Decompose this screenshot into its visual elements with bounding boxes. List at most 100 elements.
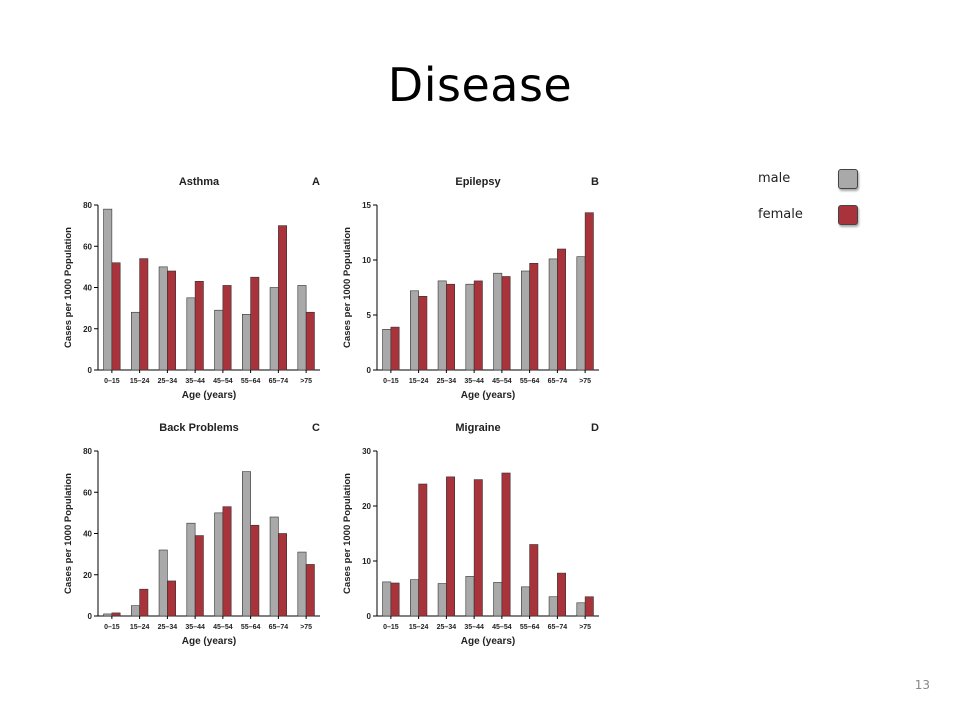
bar-female xyxy=(139,588,149,617)
bar-male xyxy=(548,596,558,617)
x-tick-label: 15–24 xyxy=(409,624,429,631)
x-tick-label: 15–24 xyxy=(130,624,150,631)
chart-panel-c: Back Problems C 0 20 40 60 80 Cases per 1000 Po… xyxy=(58,411,338,651)
x-tick-label: 55–64 xyxy=(241,378,261,385)
x-tick-label: 0–15 xyxy=(383,624,399,631)
bar-female xyxy=(194,281,204,371)
chart-title: Epilepsy xyxy=(455,176,501,188)
bar-male xyxy=(103,613,113,617)
legend-swatch-male xyxy=(838,169,858,189)
chart-panel-letter: A xyxy=(312,176,320,188)
bar-female xyxy=(222,285,232,371)
y-tick-label: 40 xyxy=(83,530,92,539)
bar-female xyxy=(278,225,287,371)
bar-female xyxy=(584,212,594,371)
bar-female xyxy=(501,276,511,371)
y-tick-label: 20 xyxy=(83,325,92,334)
bar-male xyxy=(186,297,196,371)
y-tick-label: 0 xyxy=(367,612,372,621)
x-tick-label: 35–44 xyxy=(464,378,484,385)
x-tick-label: 0–15 xyxy=(104,624,120,631)
bar-male xyxy=(410,290,419,371)
bar-female xyxy=(584,596,594,617)
bar-male xyxy=(158,266,168,371)
x-tick-label: 25–34 xyxy=(158,378,178,385)
y-axis-label: Cases per 1000 Population xyxy=(63,227,74,348)
bar-female xyxy=(557,572,566,617)
y-tick-label: 60 xyxy=(83,242,92,251)
bar-female xyxy=(139,258,149,371)
x-tick-label: 25–34 xyxy=(437,624,457,631)
bar-male xyxy=(297,551,307,617)
x-tick-label: 25–34 xyxy=(158,624,178,631)
bar-female xyxy=(111,262,121,371)
bar-male xyxy=(242,314,251,371)
bar-male xyxy=(382,581,392,617)
epilepsy-chart: Epilepsy B 0 5 10 15 Cases per 1000 Population… xyxy=(342,176,599,401)
bar-male xyxy=(269,516,279,617)
bar-male xyxy=(465,576,475,617)
legend-item-female: female xyxy=(752,204,872,228)
bar-male xyxy=(548,258,558,371)
bar-male xyxy=(297,285,307,371)
bar-male xyxy=(576,256,586,371)
bar-female xyxy=(418,296,428,371)
legend-label-female: female xyxy=(758,207,803,222)
bar-male xyxy=(465,283,475,371)
x-axis-label: Age (years) xyxy=(461,636,515,647)
x-tick-label: 65–74 xyxy=(269,378,289,385)
bar-female xyxy=(501,472,511,617)
bar-female xyxy=(390,326,400,371)
x-tick-label: 35–44 xyxy=(185,624,205,631)
bar-male xyxy=(410,579,419,617)
y-tick-label: 40 xyxy=(83,284,92,293)
bar-female xyxy=(390,582,400,617)
bar-female xyxy=(418,483,428,617)
bar-female xyxy=(194,535,204,617)
x-tick-label: >75 xyxy=(579,378,591,385)
x-tick-label: >75 xyxy=(579,624,591,631)
x-tick-label: 45–54 xyxy=(492,378,512,385)
y-tick-label: 0 xyxy=(88,612,93,621)
chart-panel-letter: C xyxy=(312,422,320,434)
x-tick-label: 55–64 xyxy=(520,378,540,385)
y-tick-label: 0 xyxy=(88,366,93,375)
chart-panel-a: Asthma A 0 20 40 60 80 Cases per 1000 Populatio… xyxy=(58,165,338,405)
bar-female xyxy=(473,479,483,617)
chart-panel-d: Migraine D 0 10 20 30 Cases per 1000 Populatio… xyxy=(337,411,617,651)
y-tick-label: 10 xyxy=(362,557,371,566)
x-tick-label: 0–15 xyxy=(383,378,399,385)
bar-female xyxy=(446,476,455,617)
y-tick-label: 0 xyxy=(367,366,372,375)
bar-male xyxy=(521,586,530,617)
page-number: 13 xyxy=(914,678,930,692)
bar-female xyxy=(222,506,232,617)
x-tick-label: 65–74 xyxy=(548,378,568,385)
bar-female xyxy=(446,283,455,371)
bar-female xyxy=(473,280,483,371)
x-tick-label: 45–54 xyxy=(492,624,512,631)
x-tick-label: 65–74 xyxy=(269,624,289,631)
bar-male xyxy=(186,522,196,617)
bar-female xyxy=(111,612,121,617)
y-axis-label: Cases per 1000 Population xyxy=(342,473,353,594)
bar-male xyxy=(576,602,586,617)
chart-title: Asthma xyxy=(179,176,220,188)
bar-female xyxy=(250,276,260,371)
bar-male xyxy=(131,311,140,371)
y-tick-label: 15 xyxy=(362,201,371,210)
legend-swatch-female xyxy=(838,205,858,225)
bar-male xyxy=(269,287,279,371)
chart-title: Back Problems xyxy=(159,422,238,434)
x-tick-label: 35–44 xyxy=(185,378,205,385)
back-problems-chart: Back Problems C 0 20 40 60 80 Cases per 1000 Po… xyxy=(63,422,320,647)
chart-title: Migraine xyxy=(455,422,500,434)
x-tick-label: 65–74 xyxy=(548,624,568,631)
chart-panel-b: Epilepsy B 0 5 10 15 Cases per 1000 Population… xyxy=(337,165,617,405)
x-tick-label: 15–24 xyxy=(130,378,150,385)
bar-male xyxy=(437,583,447,617)
bar-male xyxy=(521,270,530,371)
x-tick-label: 55–64 xyxy=(520,624,540,631)
legend: male female xyxy=(752,164,872,244)
x-tick-label: >75 xyxy=(300,378,312,385)
